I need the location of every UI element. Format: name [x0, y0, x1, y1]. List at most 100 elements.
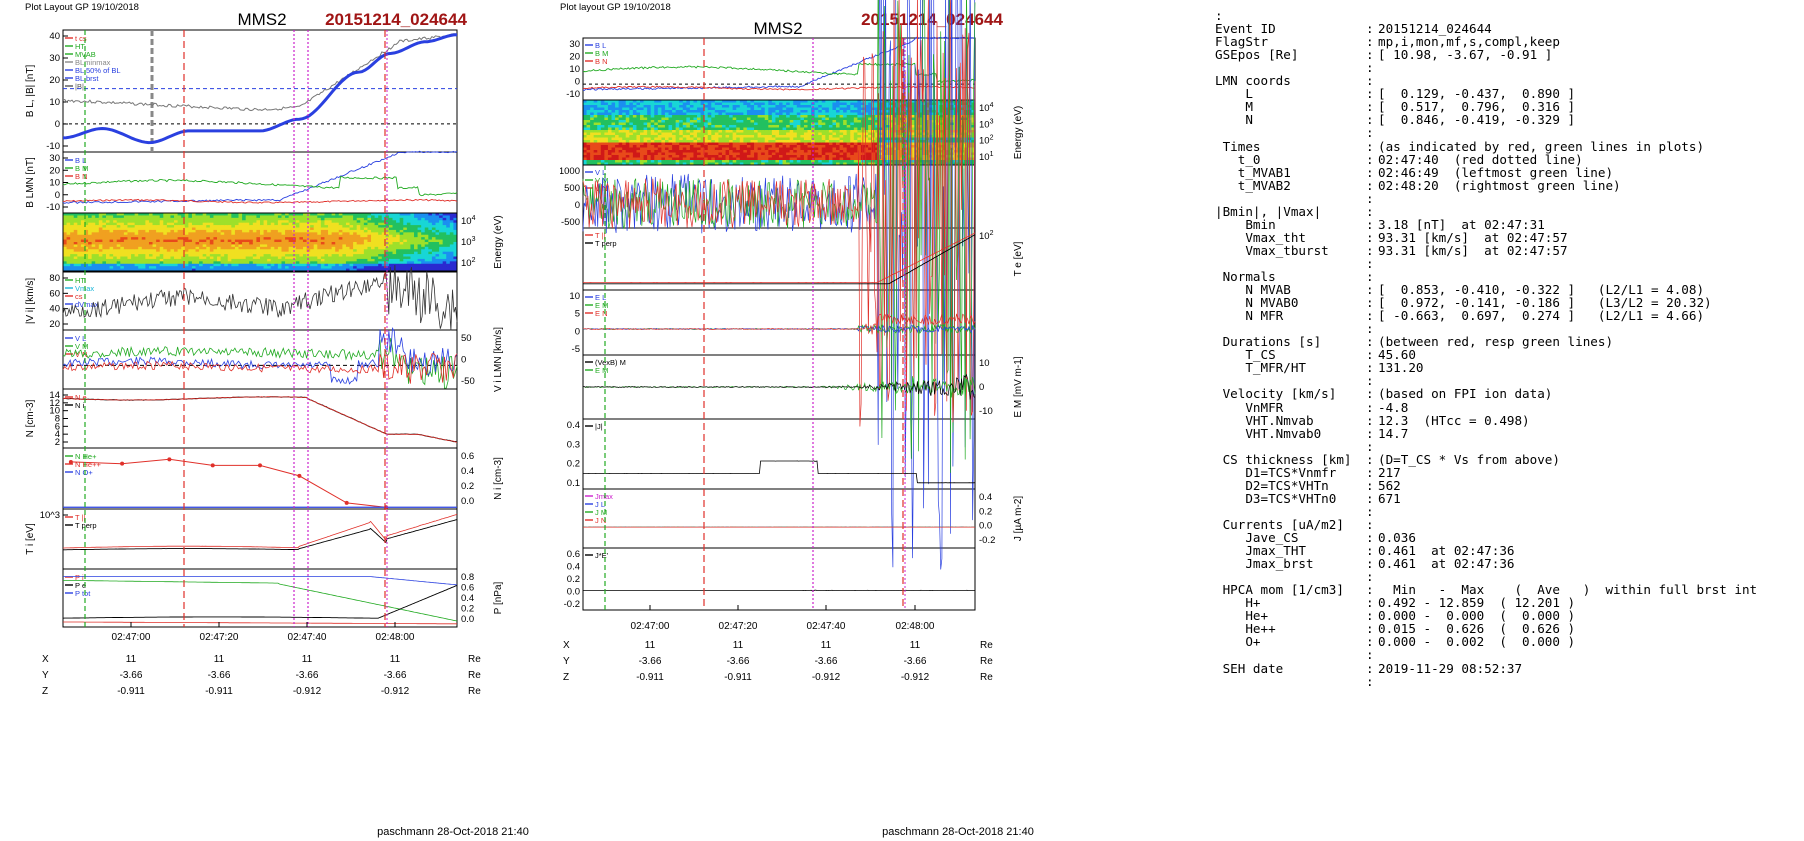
spectrogram-cell — [779, 157, 783, 161]
spectrogram-cell — [249, 239, 254, 243]
spectrogram-cell — [771, 112, 776, 116]
spectrogram-cell — [864, 132, 869, 136]
spectrogram-cell — [839, 155, 844, 158]
spectrogram-cell — [331, 225, 336, 228]
spectrogram-cell — [846, 145, 851, 148]
spectrogram-cell — [184, 254, 189, 257]
spectrogram-cell — [868, 125, 873, 128]
spectrogram-cell — [295, 258, 300, 262]
spectrogram-cell — [650, 112, 655, 116]
spectrogram-cell — [636, 155, 641, 158]
spectrogram-cell — [170, 239, 175, 243]
spectrogram-cell — [238, 251, 243, 255]
spectrogram-cell — [843, 132, 848, 136]
spectrogram-cell — [597, 102, 602, 106]
spectrogram-cell — [374, 225, 379, 228]
spectrogram-cell — [202, 246, 207, 250]
spectrogram-cell — [632, 127, 637, 131]
spectrogram-cell — [828, 110, 833, 113]
spectrogram-cell — [238, 215, 243, 219]
spectrogram-cell — [256, 242, 261, 245]
spectrogram-cell — [123, 244, 128, 248]
spectrogram-cell — [707, 122, 712, 126]
spectrogram-cell — [868, 117, 873, 121]
spectrogram-cell — [732, 145, 737, 148]
spectrogram-cell — [686, 140, 691, 143]
spectrogram-cell — [807, 107, 812, 111]
spectrogram-cell — [697, 122, 701, 126]
spectrogram-cell — [821, 105, 826, 108]
spectrogram-cell — [661, 157, 666, 161]
spectrogram-cell — [299, 268, 304, 272]
spectrogram-cell — [796, 145, 801, 148]
spectrogram-cell — [442, 254, 447, 257]
spectrogram-cell — [732, 120, 737, 123]
spectrogram-cell — [725, 100, 730, 103]
spectrogram-cell — [689, 145, 694, 148]
spectrogram-cell — [729, 110, 734, 113]
spectrogram-cell — [593, 125, 598, 128]
spectrogram-cell — [754, 150, 759, 153]
spectrogram-cell — [718, 155, 723, 158]
spectrogram-cell — [138, 263, 143, 267]
spectrogram-cell — [302, 232, 307, 236]
spectrogram-cell — [739, 142, 744, 146]
spectrogram-cell — [650, 120, 655, 123]
spectrogram-cell — [597, 120, 602, 123]
y-tick-label: 8 — [55, 414, 60, 425]
he-pp-marker — [210, 463, 215, 468]
spectrogram-cell — [63, 232, 67, 236]
spectrogram-cell — [424, 242, 429, 245]
spectrogram-cell — [227, 242, 232, 245]
spectrogram-cell — [406, 249, 411, 253]
spectrogram-cell — [593, 100, 598, 103]
spectrogram-cell — [152, 254, 157, 257]
spectrogram-cell — [697, 100, 701, 103]
spectrogram-cell — [113, 239, 118, 243]
spectrogram-cell — [428, 234, 433, 238]
spectrogram-cell — [704, 145, 709, 148]
spectrogram-cell — [761, 157, 766, 161]
spectrogram-cell — [335, 234, 340, 238]
spectrogram-cell — [618, 162, 623, 166]
spectrogram-cell — [729, 122, 734, 126]
spectrogram-cell — [682, 112, 687, 116]
spectrogram-cell — [267, 268, 272, 272]
spectrogram-cell — [661, 120, 666, 123]
spectrogram-cell — [850, 132, 855, 136]
spectrogram-cell — [109, 215, 114, 219]
spectrogram-cell — [249, 246, 254, 250]
spectrogram-cell — [604, 127, 609, 131]
spectrogram-cell — [342, 261, 347, 265]
spectrogram-cell — [846, 147, 851, 151]
spectrogram-cell — [718, 130, 723, 133]
spectrogram-cell — [729, 145, 734, 148]
spectrogram-cell — [295, 227, 300, 231]
spectrogram-cell — [839, 102, 844, 106]
spectrogram-cell — [292, 244, 297, 248]
spectrogram-cell — [80, 234, 85, 238]
spectrogram-cell — [622, 145, 627, 148]
spectrogram-cell — [704, 140, 709, 143]
spectrogram-cell — [836, 100, 840, 103]
spectrogram-cell — [302, 220, 307, 224]
spectrogram-cell — [446, 217, 451, 221]
spectrogram-cell — [629, 105, 634, 108]
spectrogram-cell — [729, 100, 734, 103]
spectrogram-cell — [446, 258, 451, 262]
spectrogram-cell — [170, 249, 175, 253]
spectrogram-cell — [313, 220, 318, 224]
spectrogram-cell — [378, 225, 383, 228]
spectrogram-cell — [654, 145, 659, 148]
spectrogram-cell — [360, 258, 365, 262]
spectrogram-cell — [181, 268, 186, 272]
spectrogram-cell — [864, 162, 869, 166]
spectrogram-cell — [285, 232, 290, 236]
spectrogram-cell — [707, 145, 712, 148]
spectrogram-cell — [421, 217, 426, 221]
spectrogram-cell — [349, 213, 354, 216]
spectrogram-cell — [95, 249, 100, 253]
spectrogram-cell — [586, 115, 591, 118]
spectrogram-cell — [328, 242, 333, 245]
spectrogram-cell — [245, 249, 250, 253]
